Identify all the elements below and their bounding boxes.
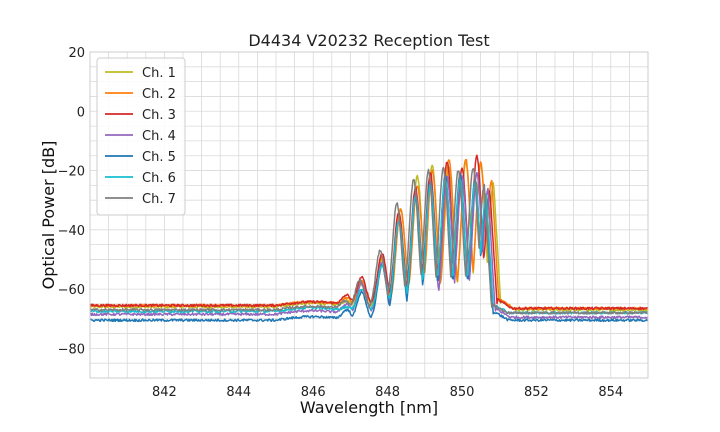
x-tick-label: 844	[226, 385, 251, 400]
x-tick-labels: 842 844 846 848 850 852 854	[152, 385, 623, 400]
x-tick-label: 852	[524, 385, 549, 400]
plot-frame	[89, 51, 649, 379]
x-tick-label: 848	[375, 385, 400, 400]
y-tick-label: −60	[58, 283, 85, 298]
y-tick-label: −80	[58, 342, 85, 357]
x-tick-label: 846	[301, 385, 326, 400]
y-tick-labels: 20 0 −20 −40 −60 −80	[58, 46, 85, 357]
legend-label: Ch. 2	[142, 87, 176, 102]
x-axis-title: Wavelength [nm]	[300, 398, 438, 417]
series-line-ch-3	[89, 154, 649, 311]
x-tick-label: 854	[598, 385, 623, 400]
y-tick-label: −40	[58, 224, 85, 239]
legend: Ch. 1 Ch. 2 Ch. 3 Ch. 4 Ch. 5 Ch. 6 Ch. 7	[96, 57, 186, 216]
legend-label: Ch. 3	[142, 108, 176, 123]
x-tick-label: 850	[450, 385, 475, 400]
y-tick-label: 0	[77, 105, 85, 120]
series-line-ch-7	[89, 166, 649, 315]
legend-label: Ch. 7	[142, 192, 176, 207]
legend-label: Ch. 6	[142, 171, 176, 186]
series-line-ch-5	[89, 172, 649, 323]
y-tick-label: 20	[68, 46, 85, 61]
legend-label: Ch. 5	[142, 150, 176, 165]
chart-title: D4434 V20232 Reception Test	[248, 31, 489, 50]
legend-label: Ch. 4	[142, 129, 176, 144]
y-axis-title: Optical Power [dB]	[39, 141, 58, 290]
legend-frame	[96, 57, 186, 216]
y-tick-label: −20	[58, 165, 85, 180]
series-layer	[89, 51, 649, 379]
x-tick-label: 842	[152, 385, 177, 400]
legend-label: Ch. 1	[142, 66, 176, 81]
